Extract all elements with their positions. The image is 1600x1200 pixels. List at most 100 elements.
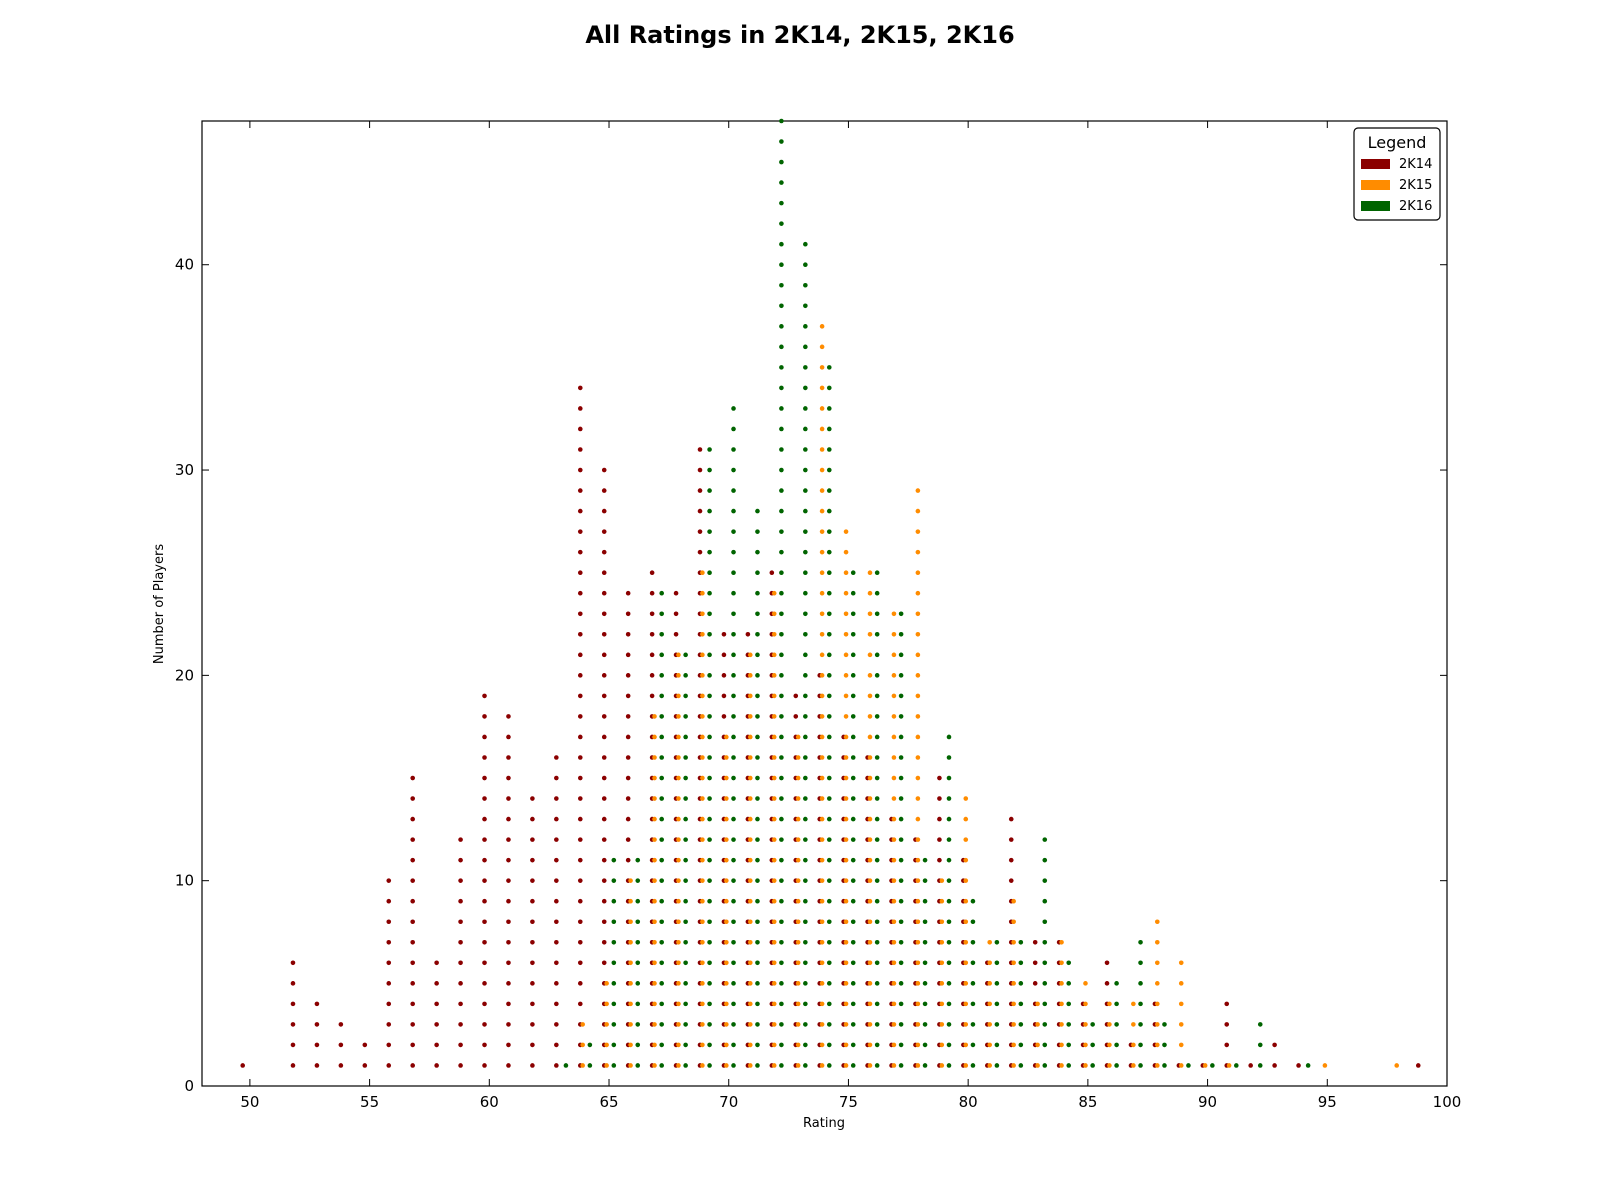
data-point <box>963 981 969 986</box>
data-point <box>554 775 559 781</box>
data-point <box>922 857 928 863</box>
data-point <box>601 775 607 781</box>
data-point <box>554 898 559 904</box>
data-point <box>707 1042 712 1048</box>
data-point <box>771 611 777 617</box>
data-point <box>771 734 777 740</box>
data-point <box>659 1063 664 1068</box>
data-point <box>731 1063 736 1068</box>
data-point <box>898 693 904 699</box>
data-point <box>826 529 832 534</box>
data-point <box>625 673 631 678</box>
data-point <box>747 857 753 863</box>
data-point <box>915 775 921 781</box>
data-point <box>850 960 856 966</box>
data-point <box>898 796 904 801</box>
data-point <box>1042 1022 1048 1027</box>
data-point <box>482 837 487 842</box>
data-point <box>554 755 559 760</box>
data-point <box>587 1063 593 1068</box>
data-point <box>1090 1063 1095 1068</box>
data-point <box>659 611 664 617</box>
data-point <box>915 570 921 576</box>
data-point <box>707 467 712 473</box>
data-point <box>240 1063 246 1068</box>
data-point <box>898 837 904 842</box>
data-point <box>731 755 736 760</box>
data-point <box>625 816 631 822</box>
data-point <box>1272 1063 1277 1068</box>
data-point <box>898 1001 904 1007</box>
data-point <box>793 693 799 699</box>
data-point <box>747 919 753 925</box>
data-point <box>755 1063 760 1068</box>
data-point <box>755 508 760 514</box>
data-point <box>946 775 952 781</box>
data-point <box>1202 1063 1208 1068</box>
data-point <box>731 611 736 617</box>
data-point <box>891 631 897 637</box>
data-point <box>850 673 856 678</box>
data-point <box>577 631 583 637</box>
data-point <box>1154 960 1160 966</box>
data-point <box>819 939 825 945</box>
data-point <box>530 837 535 842</box>
data-point <box>1138 1042 1143 1048</box>
data-point <box>850 693 856 699</box>
data-point <box>803 529 808 534</box>
data-point <box>683 673 688 678</box>
data-point <box>779 159 784 165</box>
data-point <box>826 406 832 411</box>
data-point <box>1224 1042 1230 1048</box>
data-point <box>922 939 928 945</box>
data-point <box>676 755 681 760</box>
data-point <box>724 1042 729 1048</box>
data-point <box>506 1001 511 1007</box>
data-point <box>652 960 657 966</box>
data-point <box>946 857 952 863</box>
data-point <box>747 1042 753 1048</box>
data-point <box>652 755 657 760</box>
data-point <box>755 857 760 863</box>
data-point <box>1257 1063 1263 1068</box>
series-2k16 <box>563 118 1311 1068</box>
data-point <box>707 529 712 534</box>
data-point <box>577 878 583 883</box>
data-point <box>874 590 880 596</box>
data-point <box>652 878 657 883</box>
data-point <box>946 878 952 883</box>
data-point <box>779 118 784 124</box>
data-point <box>635 898 641 904</box>
x-tick-label: 90 <box>1198 1093 1217 1111</box>
data-point <box>530 981 535 986</box>
data-point <box>1066 1042 1072 1048</box>
data-point <box>1114 1063 1119 1068</box>
data-point <box>755 549 760 555</box>
data-point <box>1008 816 1014 822</box>
data-point <box>676 981 681 986</box>
data-point <box>874 816 880 822</box>
data-point <box>731 775 736 781</box>
x-axis: 50 55 60 65 70 75 80 85 90 95 100 <box>240 121 1461 1111</box>
data-point <box>700 775 705 781</box>
x-tick-label: 95 <box>1318 1093 1337 1111</box>
data-point <box>458 939 463 945</box>
data-point <box>779 221 784 226</box>
data-point <box>779 919 784 925</box>
data-point <box>604 1001 609 1007</box>
data-point <box>707 447 712 452</box>
data-point <box>898 734 904 740</box>
data-point <box>635 960 641 966</box>
data-point <box>577 385 583 391</box>
data-point <box>970 981 976 986</box>
data-point <box>601 796 607 801</box>
data-point <box>601 549 607 555</box>
data-point <box>1178 960 1184 966</box>
data-point <box>803 960 808 966</box>
data-point <box>1154 1001 1160 1007</box>
data-point <box>922 919 928 925</box>
data-point <box>747 755 753 760</box>
data-point <box>649 693 655 699</box>
data-point <box>843 837 849 842</box>
data-point <box>826 1022 832 1027</box>
